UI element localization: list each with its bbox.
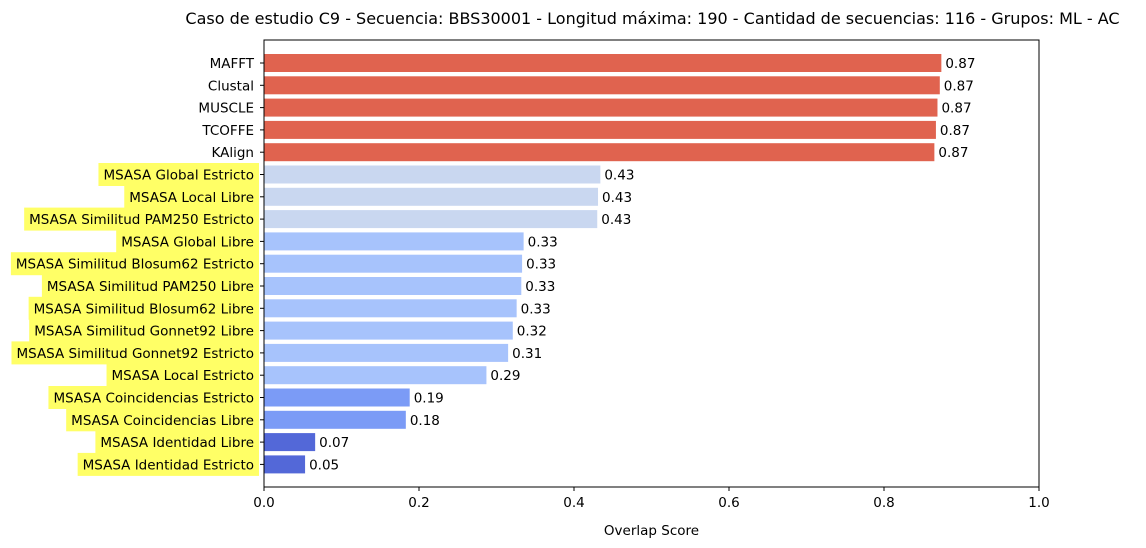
bar-muscle bbox=[264, 98, 938, 117]
category-label: KAlign bbox=[212, 145, 254, 161]
bar-msasa-identidad-libre bbox=[264, 433, 316, 452]
category-label: MSASA Similitud PAM250 Estricto bbox=[29, 212, 254, 228]
bar-clustal bbox=[264, 76, 940, 95]
category-label: MSASA Coincidencias Libre bbox=[71, 413, 254, 429]
category-label: MSASA Similitud Gonnet92 Estricto bbox=[16, 346, 254, 362]
bar-msasa-similitud-gonnet92-libre bbox=[264, 321, 513, 340]
bar-msasa-identidad-estricto bbox=[264, 455, 306, 474]
value-label: 0.07 bbox=[319, 435, 349, 451]
chart-title: Caso de estudio C9 - Secuencia: BBS30001… bbox=[185, 9, 1119, 28]
label-highlight bbox=[116, 229, 259, 253]
value-label: 0.43 bbox=[601, 212, 631, 228]
category-label: MSASA Global Estricto bbox=[103, 168, 254, 184]
value-label: 0.87 bbox=[940, 123, 970, 139]
bar-msasa-similitud-blosum62-estricto bbox=[264, 254, 523, 273]
category-label: MSASA Identidad Libre bbox=[100, 435, 254, 451]
value-label: 0.87 bbox=[938, 145, 968, 161]
category-label: MSASA Similitud Blosum62 Estricto bbox=[16, 257, 254, 273]
bar-tcoffe bbox=[264, 120, 936, 139]
value-label: 0.33 bbox=[521, 301, 551, 317]
x-tick-label: 0.4 bbox=[563, 495, 584, 511]
axes: 0.0 0.2 0.4 0.6 0.8 1.0 bbox=[253, 39, 1050, 511]
bar-msasa-similitud-gonnet92-estricto bbox=[264, 343, 509, 362]
value-label: 0.05 bbox=[309, 457, 339, 473]
label-highlight bbox=[48, 386, 259, 409]
bar-kalign bbox=[264, 143, 935, 162]
value-label: 0.18 bbox=[410, 413, 440, 429]
x-tick-label: 0.6 bbox=[718, 495, 739, 511]
x-axis-label: Overlap Score bbox=[604, 523, 699, 539]
value-labels: 0.87 0.87 0.87 0.87 0.87 0.43 0.43 0.43 0.33 0.33… bbox=[309, 56, 975, 473]
label-highlight bbox=[66, 408, 259, 432]
bar-mafft bbox=[264, 54, 942, 72]
bar-msasa-global-libre bbox=[264, 232, 524, 251]
x-tick-label: 0.8 bbox=[873, 495, 894, 511]
value-label: 0.87 bbox=[945, 56, 975, 72]
label-highlight bbox=[106, 363, 259, 387]
label-highlight bbox=[24, 207, 259, 231]
value-label: 0.33 bbox=[526, 257, 556, 273]
category-label: MSASA Coincidencias Estricto bbox=[53, 391, 254, 407]
category-label: MSASA Similitud PAM250 Libre bbox=[47, 279, 254, 295]
category-label: TCOFFE bbox=[201, 123, 254, 139]
bar-msasa-global-estricto bbox=[264, 165, 601, 184]
category-label: MUSCLE bbox=[198, 101, 254, 117]
value-label: 0.29 bbox=[490, 368, 520, 384]
bar-msasa-similitud-pam250-estricto bbox=[264, 210, 598, 229]
category-label: Clustal bbox=[208, 78, 254, 94]
bar-msasa-similitud-pam250-libre bbox=[264, 277, 522, 295]
category-label: MSASA Global Libre bbox=[121, 234, 254, 250]
value-label: 0.43 bbox=[604, 168, 634, 184]
bar-msasa-coincidencias-libre bbox=[264, 410, 406, 429]
category-label: MSASA Identidad Estricto bbox=[83, 457, 254, 473]
label-highlight bbox=[11, 341, 259, 365]
bar-msasa-coincidencias-estricto bbox=[264, 388, 410, 407]
label-highlight bbox=[41, 274, 259, 298]
value-label: 0.43 bbox=[602, 190, 632, 206]
label-highlight bbox=[29, 319, 259, 343]
bar-msasa-local-libre bbox=[264, 187, 599, 206]
bar-msasa-similitud-blosum62-libre bbox=[264, 299, 517, 318]
value-label: 0.33 bbox=[528, 234, 558, 250]
category-labels: MAFFT Clustal MUSCLE TCOFFE KAlign MSASA Glob… bbox=[10, 56, 259, 476]
x-tick-label: 0.2 bbox=[408, 495, 429, 511]
value-label: 0.33 bbox=[525, 279, 555, 295]
value-label: 0.32 bbox=[517, 324, 547, 340]
label-highlight bbox=[10, 252, 259, 276]
value-label: 0.19 bbox=[414, 391, 444, 407]
value-label: 0.87 bbox=[941, 101, 971, 117]
label-highlight bbox=[77, 452, 259, 476]
label-highlight bbox=[124, 185, 259, 209]
category-label: MSASA Local Estricto bbox=[112, 368, 254, 384]
x-tick-label: 1.0 bbox=[1028, 495, 1049, 511]
category-label: MAFFT bbox=[210, 56, 255, 72]
value-label: 0.87 bbox=[944, 78, 974, 94]
bar-msasa-local-estricto bbox=[264, 366, 487, 385]
label-highlight bbox=[28, 296, 259, 320]
plot-frame bbox=[263, 39, 1040, 488]
category-label: MSASA Local Libre bbox=[129, 190, 254, 206]
category-label: MSASA Similitud Gonnet92 Libre bbox=[34, 324, 254, 340]
category-label: MSASA Similitud Blosum62 Libre bbox=[34, 301, 254, 317]
label-highlight bbox=[95, 430, 259, 454]
x-tick-label: 0.0 bbox=[253, 495, 274, 511]
bars-layer bbox=[264, 54, 942, 474]
value-label: 0.31 bbox=[512, 346, 542, 362]
label-highlight bbox=[98, 163, 259, 186]
